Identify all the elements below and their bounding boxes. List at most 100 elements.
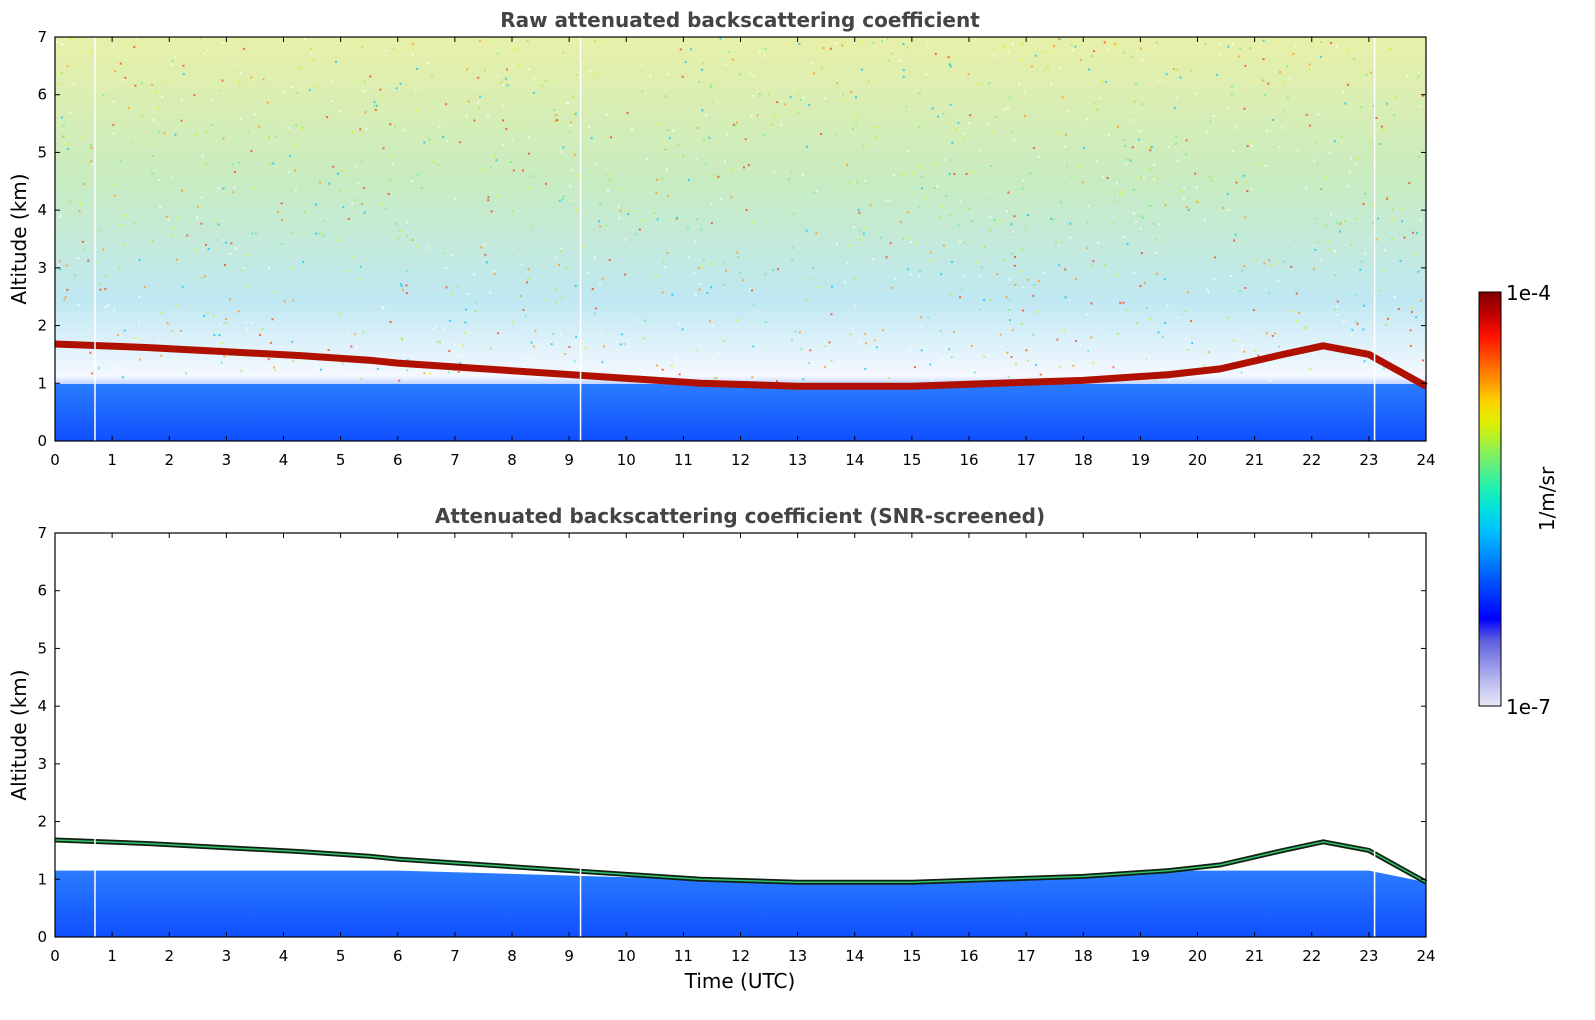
noise-speck bbox=[908, 236, 911, 239]
noise-speck bbox=[312, 58, 315, 61]
x-tick-label: 7 bbox=[450, 451, 460, 469]
x-tick-label: 13 bbox=[788, 451, 807, 469]
noise-speck bbox=[1052, 218, 1055, 221]
noise-speck bbox=[520, 295, 523, 298]
noise-speck bbox=[83, 183, 86, 186]
noise-speck bbox=[1415, 232, 1418, 235]
noise-speck bbox=[121, 376, 124, 379]
noise-speck bbox=[1153, 178, 1156, 181]
noise-speck bbox=[1231, 43, 1234, 46]
noise-speck bbox=[158, 340, 161, 342]
noise-speck bbox=[791, 246, 794, 249]
noise-speck bbox=[561, 297, 564, 300]
noise-speck bbox=[1295, 320, 1298, 323]
noise-speck bbox=[701, 62, 704, 65]
noise-speck bbox=[577, 333, 580, 336]
noise-speck bbox=[949, 65, 952, 68]
noise-speck bbox=[151, 83, 154, 86]
noise-speck bbox=[772, 268, 775, 271]
noise-speck bbox=[943, 158, 946, 161]
noise-speck bbox=[134, 84, 137, 87]
noise-speck bbox=[1357, 157, 1360, 160]
noise-speck bbox=[207, 49, 209, 52]
noise-speck bbox=[1290, 310, 1293, 313]
noise-speck bbox=[879, 236, 882, 239]
noise-speck bbox=[1237, 55, 1240, 58]
noise-speck bbox=[638, 228, 641, 231]
noise-speck bbox=[1350, 157, 1353, 160]
noise-speck bbox=[1308, 124, 1311, 127]
noise-speck bbox=[139, 358, 142, 361]
noise-speck bbox=[1157, 331, 1160, 334]
noise-speck bbox=[73, 274, 76, 277]
noise-speck bbox=[113, 366, 116, 369]
noise-speck bbox=[711, 263, 714, 265]
noise-speck bbox=[351, 202, 354, 205]
noise-speck bbox=[736, 319, 739, 322]
noise-speck bbox=[1074, 45, 1077, 48]
noise-speck bbox=[1000, 345, 1003, 348]
noise-speck bbox=[241, 269, 244, 272]
noise-speck bbox=[405, 292, 408, 295]
noise-speck bbox=[773, 171, 776, 174]
noise-speck bbox=[301, 125, 304, 128]
noise-speck bbox=[1113, 199, 1116, 202]
noise-speck bbox=[764, 273, 767, 276]
noise-speck bbox=[731, 168, 734, 171]
noise-speck bbox=[1213, 256, 1216, 259]
noise-speck bbox=[526, 39, 529, 42]
noise-speck bbox=[315, 203, 317, 206]
noise-speck bbox=[695, 293, 697, 296]
noise-speck bbox=[856, 181, 859, 184]
x-tick-label: 24 bbox=[1416, 451, 1435, 469]
noise-speck bbox=[887, 59, 890, 62]
noise-speck bbox=[1379, 289, 1382, 292]
noise-speck bbox=[568, 346, 571, 349]
noise-speck bbox=[1149, 147, 1152, 149]
noise-speck bbox=[457, 354, 460, 357]
noise-speck bbox=[1180, 190, 1183, 193]
noise-speck bbox=[266, 101, 269, 104]
noise-speck bbox=[905, 105, 908, 108]
noise-speck bbox=[520, 263, 523, 266]
noise-speck bbox=[449, 319, 452, 322]
noise-speck bbox=[934, 52, 937, 55]
screened-data-gaps bbox=[94, 533, 1376, 937]
noise-speck bbox=[1013, 215, 1016, 218]
noise-speck bbox=[1243, 350, 1246, 353]
noise-speck bbox=[693, 272, 696, 275]
noise-speck bbox=[267, 358, 270, 361]
noise-speck bbox=[726, 133, 729, 136]
noise-speck bbox=[885, 256, 888, 259]
noise-speck bbox=[77, 257, 80, 260]
noise-speck bbox=[428, 138, 431, 141]
noise-speck bbox=[396, 237, 399, 240]
noise-speck bbox=[406, 359, 409, 362]
noise-speck bbox=[1036, 310, 1039, 313]
noise-speck bbox=[1065, 133, 1068, 136]
noise-speck bbox=[1386, 317, 1389, 320]
noise-speck bbox=[1090, 336, 1093, 339]
noise-speck bbox=[220, 361, 223, 364]
noise-speck bbox=[841, 44, 844, 47]
noise-speck bbox=[112, 100, 115, 103]
noise-speck bbox=[268, 162, 271, 165]
noise-speck bbox=[960, 288, 963, 291]
noise-speck bbox=[1386, 197, 1388, 200]
noise-speck bbox=[676, 143, 679, 146]
y-tick-label: 3 bbox=[37, 755, 47, 773]
noise-speck bbox=[105, 274, 108, 277]
noise-speck bbox=[1276, 346, 1279, 349]
noise-speck bbox=[626, 112, 629, 114]
noise-speck bbox=[161, 96, 164, 99]
noise-speck bbox=[1008, 279, 1011, 281]
noise-speck bbox=[995, 223, 998, 226]
noise-speck bbox=[654, 275, 657, 278]
noise-speck bbox=[1392, 208, 1394, 211]
noise-speck bbox=[1279, 71, 1281, 74]
noise-speck bbox=[272, 162, 275, 165]
noise-speck bbox=[953, 172, 956, 175]
noise-speck bbox=[853, 304, 856, 307]
noise-speck bbox=[1187, 208, 1190, 211]
noise-speck bbox=[855, 121, 858, 124]
